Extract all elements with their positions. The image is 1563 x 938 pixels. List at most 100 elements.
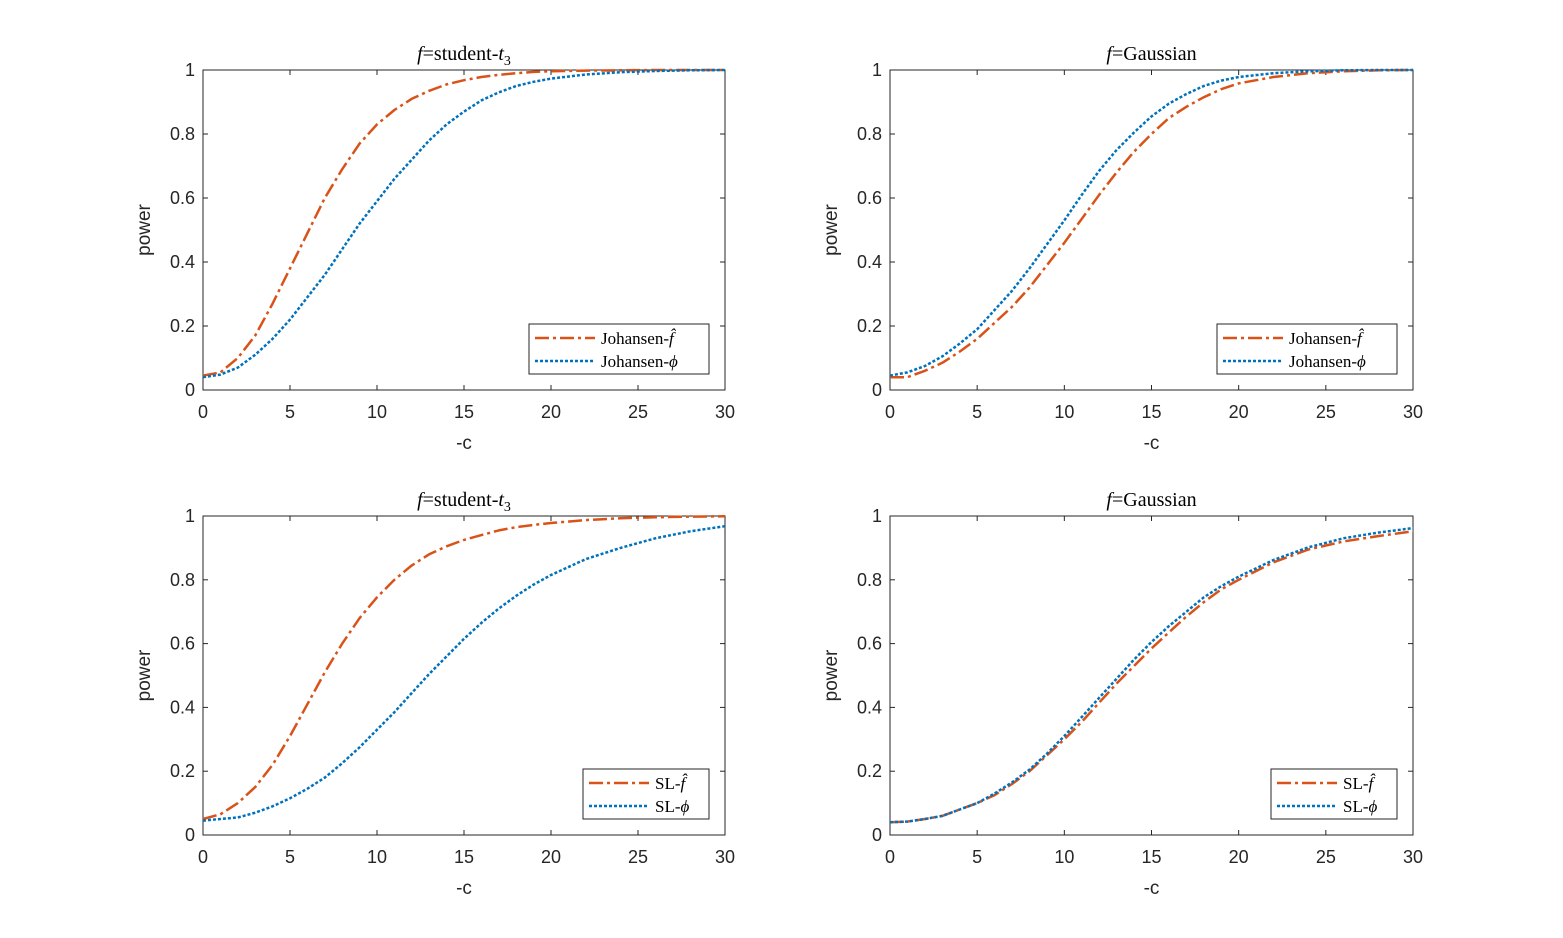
series-line-1: [202, 68, 725, 377]
x-tick-label: 10: [1054, 847, 1074, 867]
y-tick-label: 0.8: [170, 124, 195, 144]
legend: SL-f̂SL-ϕ: [582, 768, 710, 820]
y-tick-label: 0.2: [170, 316, 195, 336]
legend-entry-1: SL-f̂: [655, 773, 688, 793]
y-tick-label: 0.4: [170, 252, 195, 272]
legend-box: [1270, 768, 1398, 820]
legend-entry-name: Johansen-: [601, 352, 669, 371]
legend-entry-2: SL-ϕ: [655, 797, 690, 816]
x-tick-label: 5: [285, 402, 295, 422]
y-axis-label: power: [134, 649, 155, 701]
y-tick-label: 0: [872, 380, 882, 400]
legend-entry-name: SL-: [1343, 774, 1369, 793]
legend-entry-name: SL-: [1343, 797, 1369, 816]
series-line-1: [202, 515, 726, 821]
y-tick-label: 0: [185, 825, 195, 845]
title-main: student-: [434, 489, 498, 511]
y-tick-label: 0.8: [857, 124, 882, 144]
y-tick-label: 0.4: [857, 697, 882, 717]
y-tick-label: 0.2: [857, 316, 882, 336]
x-tick-label: 25: [1316, 402, 1336, 422]
x-tick-label: 15: [454, 847, 474, 867]
title-variable: t: [498, 489, 504, 511]
x-tick-label: 20: [541, 847, 561, 867]
x-tick-label: 5: [972, 402, 982, 422]
series-line-2: [202, 524, 726, 822]
legend-entry-name: SL-: [655, 797, 681, 816]
y-tick-label: 0.4: [170, 697, 195, 717]
legend-entry-symbol: f̂: [681, 773, 689, 793]
x-tick-label: 10: [367, 402, 387, 422]
x-axis-label: -c: [1144, 878, 1160, 899]
subplot-1: 0 5 10 15 20 25 30 0 0.2 0.4 0.6 0.8 1 -c power f=stude…: [134, 43, 735, 454]
x-tick-label: 30: [1403, 402, 1423, 422]
title-equals: =: [423, 43, 434, 65]
legend-entry-symbol: f̂: [669, 328, 677, 348]
title-main: student-: [434, 43, 498, 65]
y-tick-label: 0.6: [170, 634, 195, 654]
title-equals: =: [1112, 489, 1123, 511]
y-tick-label: 0.4: [857, 252, 882, 272]
title-equals: =: [423, 489, 434, 511]
series-line-2: [889, 68, 1413, 377]
y-tick-label: 1: [872, 506, 882, 526]
legend-entry-name: Johansen-: [601, 329, 669, 348]
y-tick-label: 0.8: [170, 570, 195, 590]
title-main: Gaussian: [1123, 43, 1196, 65]
series-line-2: [889, 526, 1414, 824]
legend-entry-name: SL-: [655, 774, 681, 793]
x-tick-label: 30: [715, 847, 735, 867]
legend: SL-f̂SL-ϕ: [1270, 768, 1398, 820]
subplot-2: 0 5 10 15 20 25 30 0 0.2 0.4 0.6 0.8 1 -c power f=Gauss…: [821, 43, 1423, 454]
legend-box: [582, 768, 710, 820]
legend-entry-1: Johansen-f̂: [1289, 328, 1365, 348]
x-tick-label: 15: [454, 402, 474, 422]
y-tick-label: 0.2: [857, 761, 882, 781]
x-tick-label: 0: [198, 402, 208, 422]
legend: Johansen-f̂Johansen-ϕ: [1216, 323, 1398, 375]
chart-title: f=Gaussian: [1106, 489, 1196, 511]
y-axis-label: power: [821, 649, 842, 701]
legend-entry-1: SL-f̂: [1343, 773, 1376, 793]
x-tick-label: 25: [1316, 847, 1336, 867]
title-prefix: f: [417, 43, 425, 65]
legend-entry-2: Johansen-ϕ: [1289, 352, 1366, 371]
legend: Johansen-f̂ Johansen-ϕ: [528, 323, 710, 375]
series-line-1: [890, 68, 1414, 379]
y-tick-label: 1: [185, 60, 195, 80]
x-tick-label: 20: [541, 402, 561, 422]
legend-entry-symbol: f̂: [1369, 773, 1377, 793]
x-tick-label: 25: [628, 402, 648, 422]
title-subscript: 3: [504, 54, 511, 69]
legend-entry-symbol: ϕ: [1357, 352, 1366, 371]
title-variable: t: [498, 43, 504, 65]
title-prefix: f: [1106, 489, 1114, 511]
y-tick-label: 1: [872, 60, 882, 80]
x-tick-label: 5: [972, 847, 982, 867]
y-tick-label: 0.6: [170, 188, 195, 208]
x-tick-label: 25: [628, 847, 648, 867]
y-tick-label: 0.2: [170, 761, 195, 781]
y-tick-label: 0.6: [857, 634, 882, 654]
x-axis-label: -c: [456, 878, 472, 899]
series-line-2: [202, 68, 726, 379]
y-tick-label: 1: [185, 506, 195, 526]
x-tick-label: 30: [715, 402, 735, 422]
legend-entry-2: Johansen-ϕ: [601, 352, 678, 371]
legend-entry-symbol: ϕ: [681, 797, 690, 816]
x-tick-label: 0: [198, 847, 208, 867]
legend-entry-name: Johansen-: [1289, 329, 1357, 348]
x-tick-label: 30: [1403, 847, 1423, 867]
x-tick-label: 10: [1054, 402, 1074, 422]
title-subscript: 3: [504, 500, 511, 515]
legend-entry-symbol: f̂: [1357, 328, 1365, 348]
title-prefix: f: [1106, 43, 1114, 65]
x-axis-label: -c: [1144, 433, 1160, 454]
y-tick-label: 0.6: [857, 188, 882, 208]
legend-box: [528, 323, 710, 375]
y-tick-label: 0: [185, 380, 195, 400]
x-tick-label: 20: [1229, 402, 1249, 422]
x-tick-label: 15: [1141, 847, 1161, 867]
title-main: Gaussian: [1123, 489, 1196, 511]
